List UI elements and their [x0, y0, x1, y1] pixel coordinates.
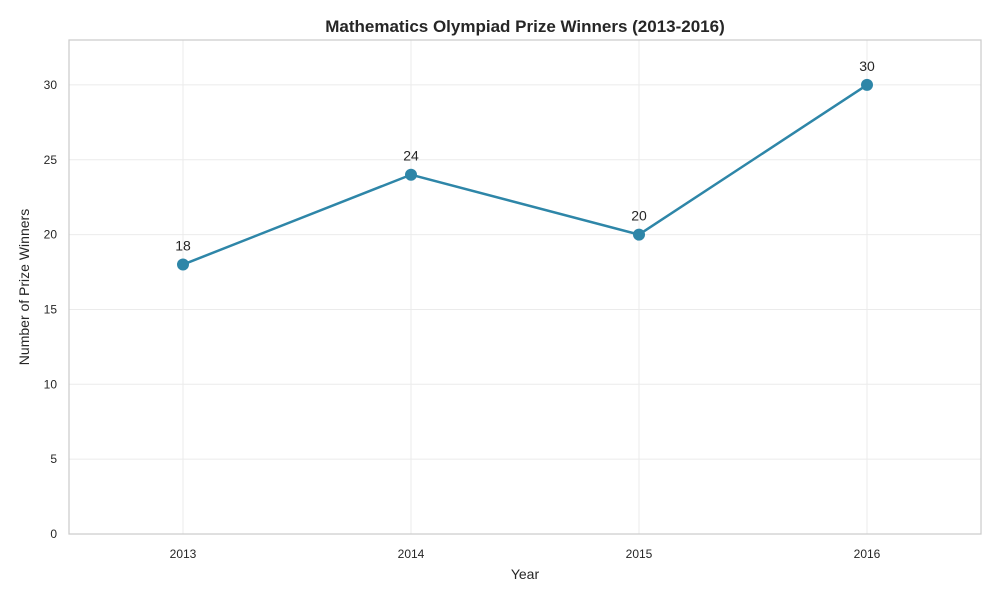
data-label: 24: [403, 148, 419, 164]
x-tick-label: 2015: [626, 547, 653, 561]
x-tick-label: 2014: [398, 547, 425, 561]
x-tick-label: 2013: [170, 547, 197, 561]
plot-frame: [68, 39, 982, 535]
y-tick-label: 10: [44, 377, 58, 391]
data-label: 20: [631, 208, 647, 224]
data-point: [177, 258, 189, 271]
data-point: [405, 168, 417, 181]
y-axis-ticks: 0 5 10 15 20 25 30: [44, 78, 58, 541]
y-tick-label: 5: [50, 452, 57, 466]
y-tick-label: 0: [50, 527, 57, 541]
x-axis-ticks: 2013 2014 2015 2016: [170, 547, 881, 561]
chart-title: Mathematics Olympiad Prize Winners (2013…: [325, 17, 725, 36]
data-label: 18: [175, 238, 191, 254]
data-point: [861, 78, 873, 91]
grid-lines: [69, 40, 981, 535]
y-tick-label: 30: [44, 78, 58, 92]
series: 18 24 20 30: [175, 58, 875, 271]
y-axis-label: Number of Prize Winners: [16, 209, 32, 365]
y-tick-label: 15: [44, 302, 58, 316]
data-point: [633, 228, 645, 241]
y-tick-label: 20: [44, 228, 58, 242]
y-tick-label: 25: [44, 153, 58, 167]
series-line: [182, 83, 868, 266]
data-label: 30: [859, 58, 875, 74]
x-axis-label: Year: [511, 566, 540, 582]
x-tick-label: 2016: [854, 547, 881, 561]
